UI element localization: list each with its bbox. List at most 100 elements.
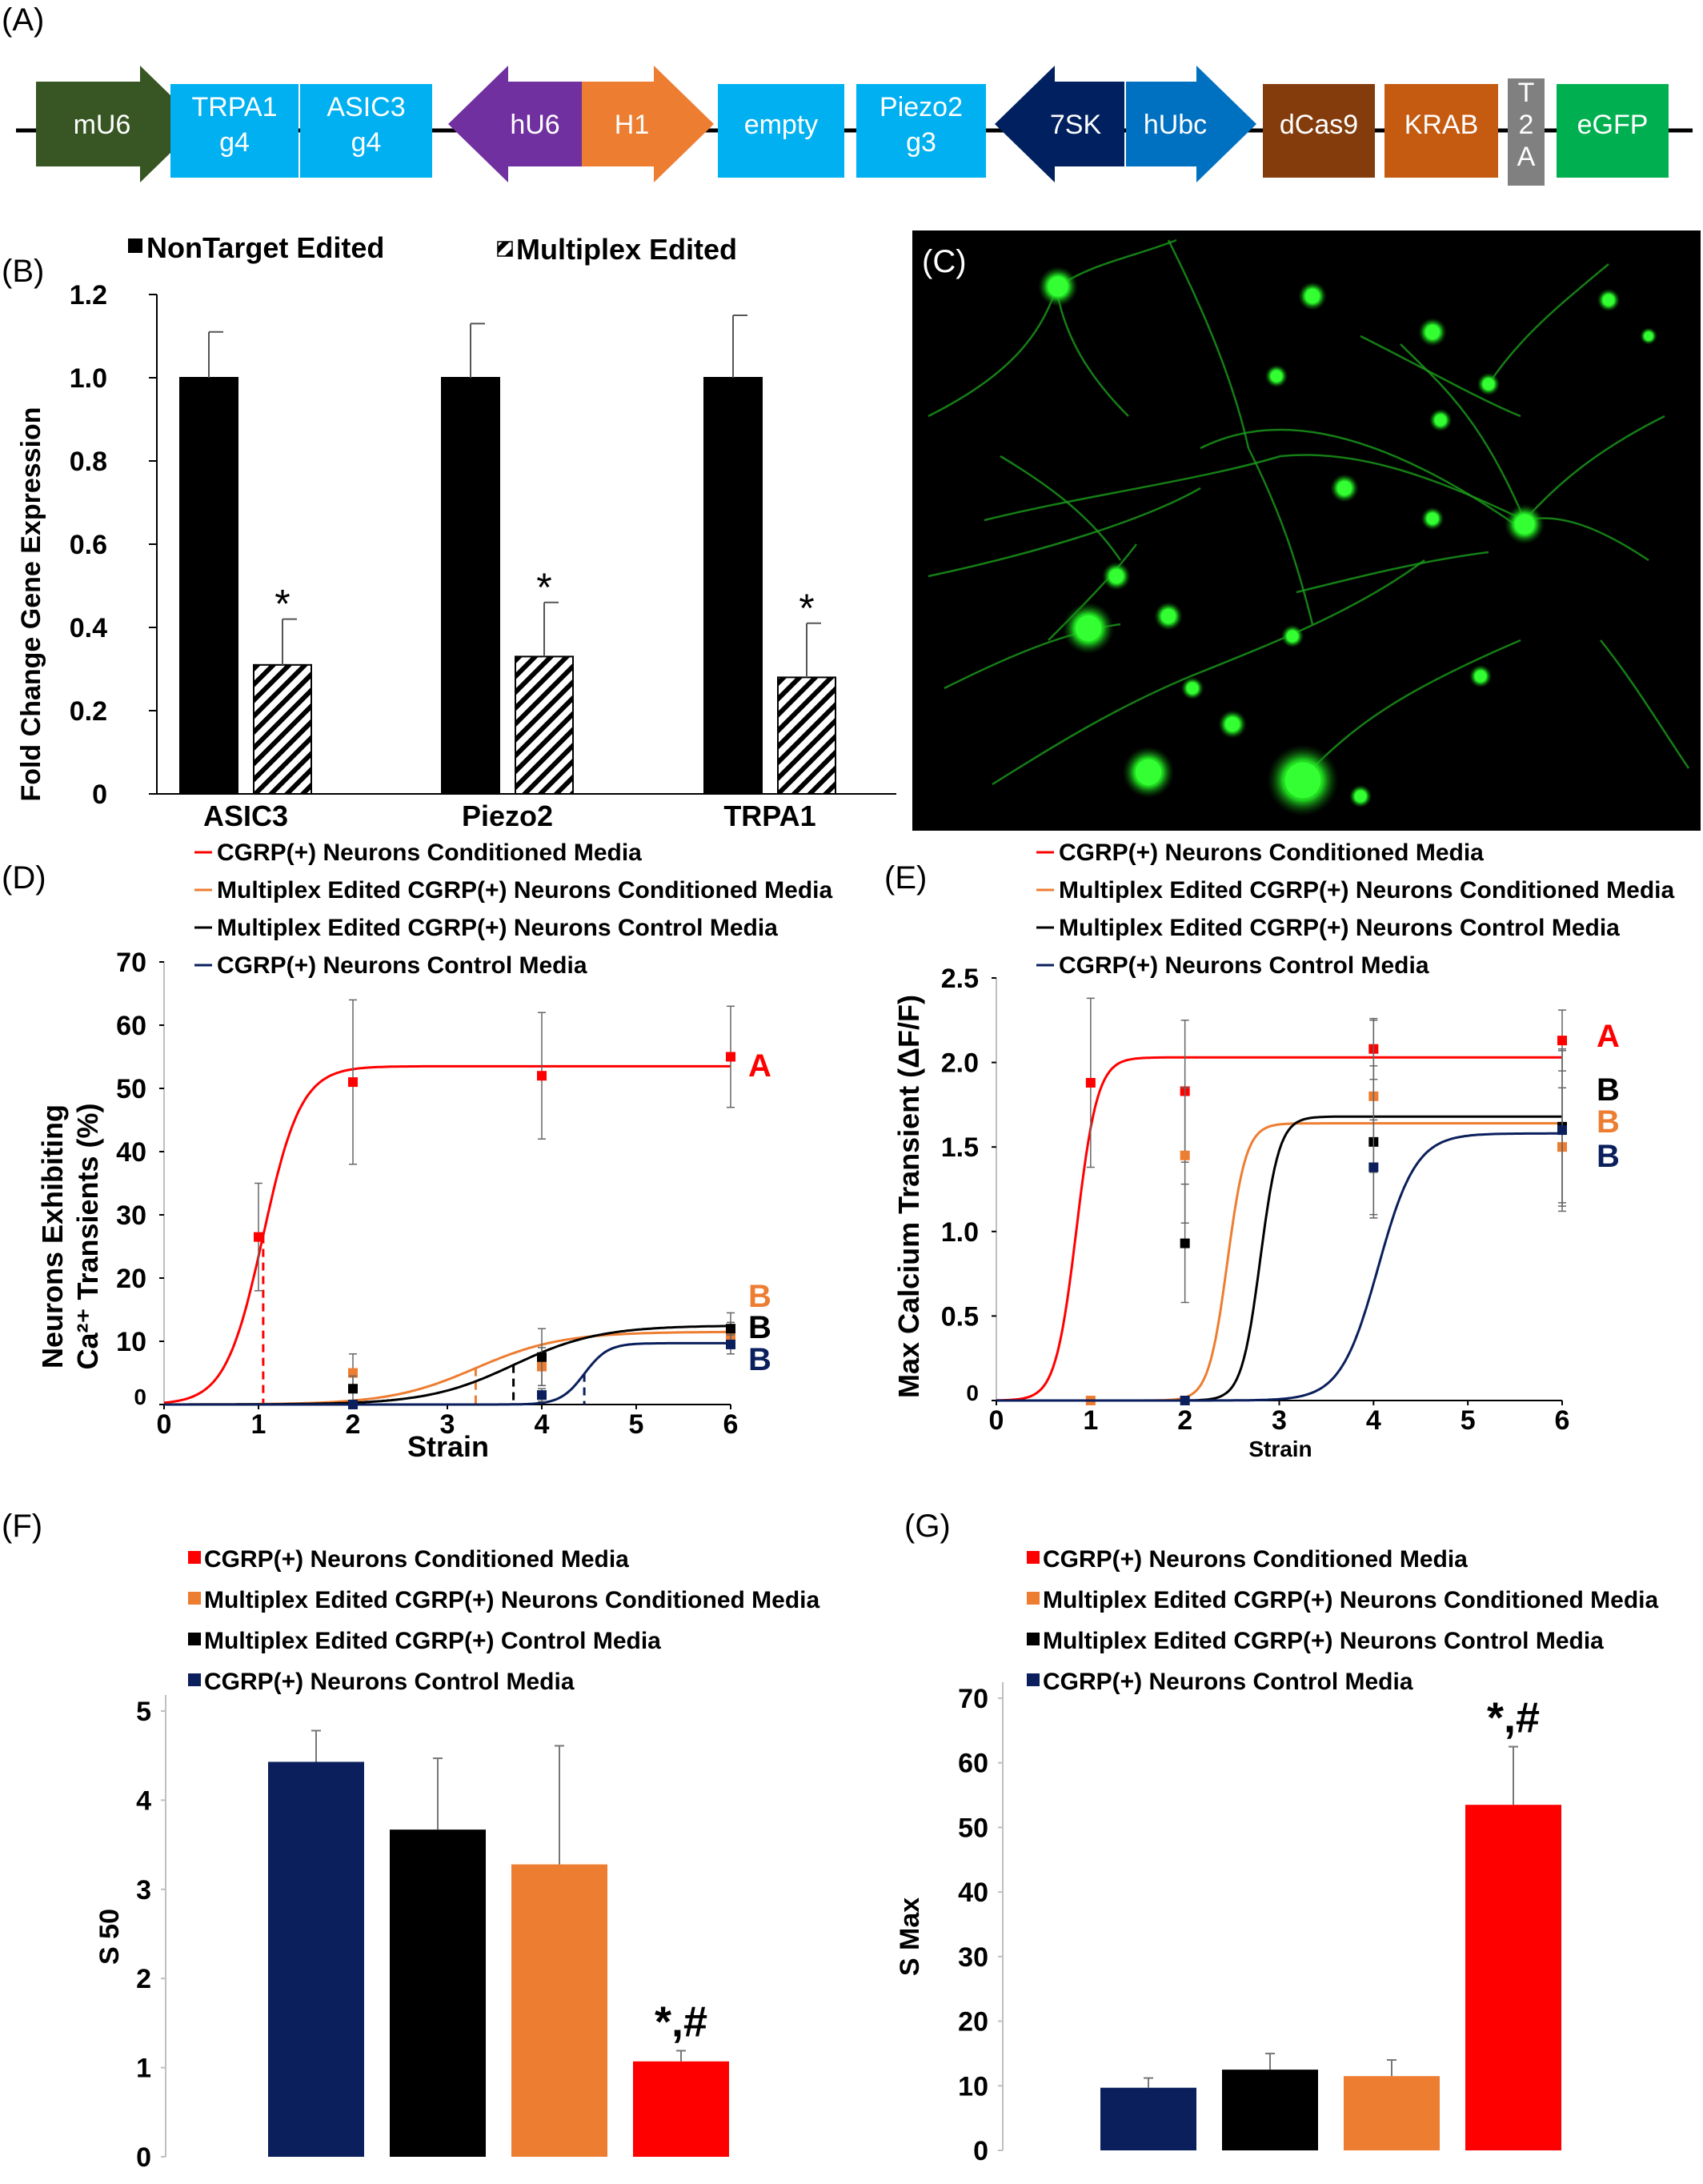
neurite (1280, 454, 1525, 522)
bar-piezo2-multiplex (515, 655, 574, 795)
y-tick-label-chartD: 60 (116, 1011, 146, 1041)
bar-asic3-multiplex (253, 663, 312, 795)
y-tick-label-chartE: 1.5 (941, 1132, 979, 1163)
neuron-cell-body (1284, 762, 1321, 799)
legend-label-chartD: CGRP(+) Neurons Control Media (217, 952, 587, 979)
fluorescence-micrograph: (C) (912, 230, 1701, 831)
construct-empty-label: empty (744, 110, 819, 140)
data-point-chartD (254, 1232, 263, 1242)
x-tick-label-chartE: 5 (1461, 1405, 1476, 1436)
y-axis-label-f: S 50 (94, 1909, 125, 1965)
y-axis-label-d-line2: Ca²⁺ Transients (%) (71, 1103, 104, 1369)
x-tick-label-b: Piezo2 (462, 799, 553, 832)
bar-chartF-1 (390, 1829, 486, 2157)
data-point-chartD (348, 1400, 358, 1409)
curve-chartE-2 (996, 1115, 1562, 1402)
panel-label-g: (G) (904, 1509, 951, 1544)
data-point-chartD (726, 1052, 735, 1062)
significance-star-b: * (274, 582, 290, 627)
bar-trpa1-nontarget (703, 377, 763, 795)
y-tick-label-b: 1.2 (70, 280, 107, 311)
construct-asic3g4-label: ASIC3 (327, 92, 405, 122)
y-tick-label-chartF: 2 (136, 1964, 151, 1994)
y-tick-label-chartG: 10 (958, 2071, 988, 2102)
neurite (1600, 639, 1690, 769)
data-point-chartD (348, 1077, 358, 1088)
x-tick-label-chartD: 1 (251, 1409, 266, 1440)
y-tick-label-chartD: 70 (116, 948, 146, 978)
construct-t2a-label: A (1517, 142, 1536, 172)
construct-diagram: mU6 TRPA1 g4 ASIC3 g4 hU6 H1 empty Piezo2 g3 7SK hU… (16, 66, 1693, 186)
construct-dcas9-label: dCas9 (1280, 110, 1358, 140)
y-tick-label-chartG: 70 (958, 1684, 988, 1714)
neurite (1167, 239, 1250, 449)
y-axis-label-g: S Max (895, 1897, 925, 1976)
y-tick-label-chartD: 20 (116, 1264, 146, 1294)
x-tick-label-chartD: 2 (346, 1409, 361, 1440)
x-tick-label-chartE: 4 (1366, 1405, 1381, 1436)
neurite (928, 487, 1201, 578)
neuron-cell-body (1482, 378, 1495, 391)
neuron-cell-body (1286, 630, 1299, 643)
data-point-chartD (537, 1352, 547, 1362)
x-tick-label-chartD: 6 (723, 1409, 739, 1440)
legend-swatch-chartF (188, 1673, 201, 1686)
legend-swatch-chartF (188, 1633, 201, 1645)
x-tick-label-chartD: 5 (629, 1409, 644, 1440)
neurite (1000, 455, 1122, 561)
construct-hubc-arrow (1126, 66, 1256, 182)
construct-mu6-label: mU6 (74, 110, 131, 140)
construct-piezo2g3-label: Piezo2 (880, 92, 963, 122)
data-point-chartE (1180, 1150, 1190, 1160)
construct-7sk-label: 7SK (1050, 110, 1102, 140)
y-tick-label-chartD: 30 (116, 1200, 146, 1231)
y-tick-label-chartD: 50 (116, 1074, 146, 1104)
neuron-cell-body (1048, 276, 1068, 297)
construct-empty-box (718, 84, 844, 178)
panel-label-d: (D) (2, 860, 46, 896)
construct-hubc-label: hUbc (1144, 110, 1207, 140)
bar-chartG-0 (1100, 2087, 1196, 2150)
neurite (1312, 639, 1521, 769)
panel-label-b: (B) (2, 254, 44, 289)
group-letter-chartD: B (748, 1279, 771, 1314)
neuron-cell-body (1426, 512, 1439, 525)
construct-krab-label: KRAB (1404, 110, 1479, 140)
legend-swatch-chartG (1027, 1633, 1040, 1645)
y-tick-label-chartG: 20 (958, 2007, 988, 2038)
neuron-cell-body (1514, 514, 1535, 535)
y-tick-label-chartF: 1 (136, 2054, 151, 2084)
neuron-cell-body (1109, 569, 1124, 583)
legend-label-chartF: CGRP(+) Neurons Control Media (204, 1669, 575, 1695)
x-tick-label-chartE: 1 (1083, 1405, 1098, 1436)
legend-swatch-nontarget (128, 238, 142, 253)
construct-egfp-box (1557, 84, 1669, 178)
significance-star-b: * (536, 565, 551, 610)
neurite (1048, 543, 1137, 641)
y-tick-label-chartF: 0 (136, 2142, 151, 2173)
y-tick-label-chartE: 0.5 (941, 1301, 979, 1332)
y-tick-label-b: 1.0 (70, 363, 107, 394)
bar-chartF-0 (268, 1761, 364, 2157)
group-letter-chartD: A (748, 1048, 771, 1084)
curve-chartE-3 (996, 1132, 1562, 1402)
construct-h1-label: H1 (615, 110, 649, 140)
chart-f: S 50 CGRP(+) Neurons Conditioned Media Mu… (94, 1546, 820, 2173)
y-tick-label-chartE: 2.5 (941, 964, 979, 994)
construct-h1-arrow (582, 66, 714, 182)
x-tick-label-chartE: 3 (1272, 1405, 1287, 1436)
construct-trpa1g4-box (170, 84, 299, 178)
construct-mu6-arrow (36, 66, 200, 182)
y-axis-label-d-line1: Neurons Exhibiting (36, 1104, 69, 1369)
y-tick-label-chartE: 0 (966, 1381, 979, 1405)
legend-label-chartD: Multiplex Edited CGRP(+) Neurons Control… (217, 915, 778, 941)
legend-label-chartE: CGRP(+) Neurons Control Media (1059, 952, 1429, 979)
y-tick-label-chartD: 10 (116, 1327, 146, 1357)
micrograph-content (928, 238, 1690, 816)
legend-swatch-chartG (1027, 1592, 1040, 1605)
bar-chartF-3 (633, 2061, 729, 2157)
legend-label-chartE: CGRP(+) Neurons Conditioned Media (1059, 840, 1484, 866)
curve-chartD-2 (164, 1324, 731, 1406)
neuron-cell-body (1270, 370, 1283, 383)
x-tick-label-chartE: 0 (989, 1405, 1004, 1436)
